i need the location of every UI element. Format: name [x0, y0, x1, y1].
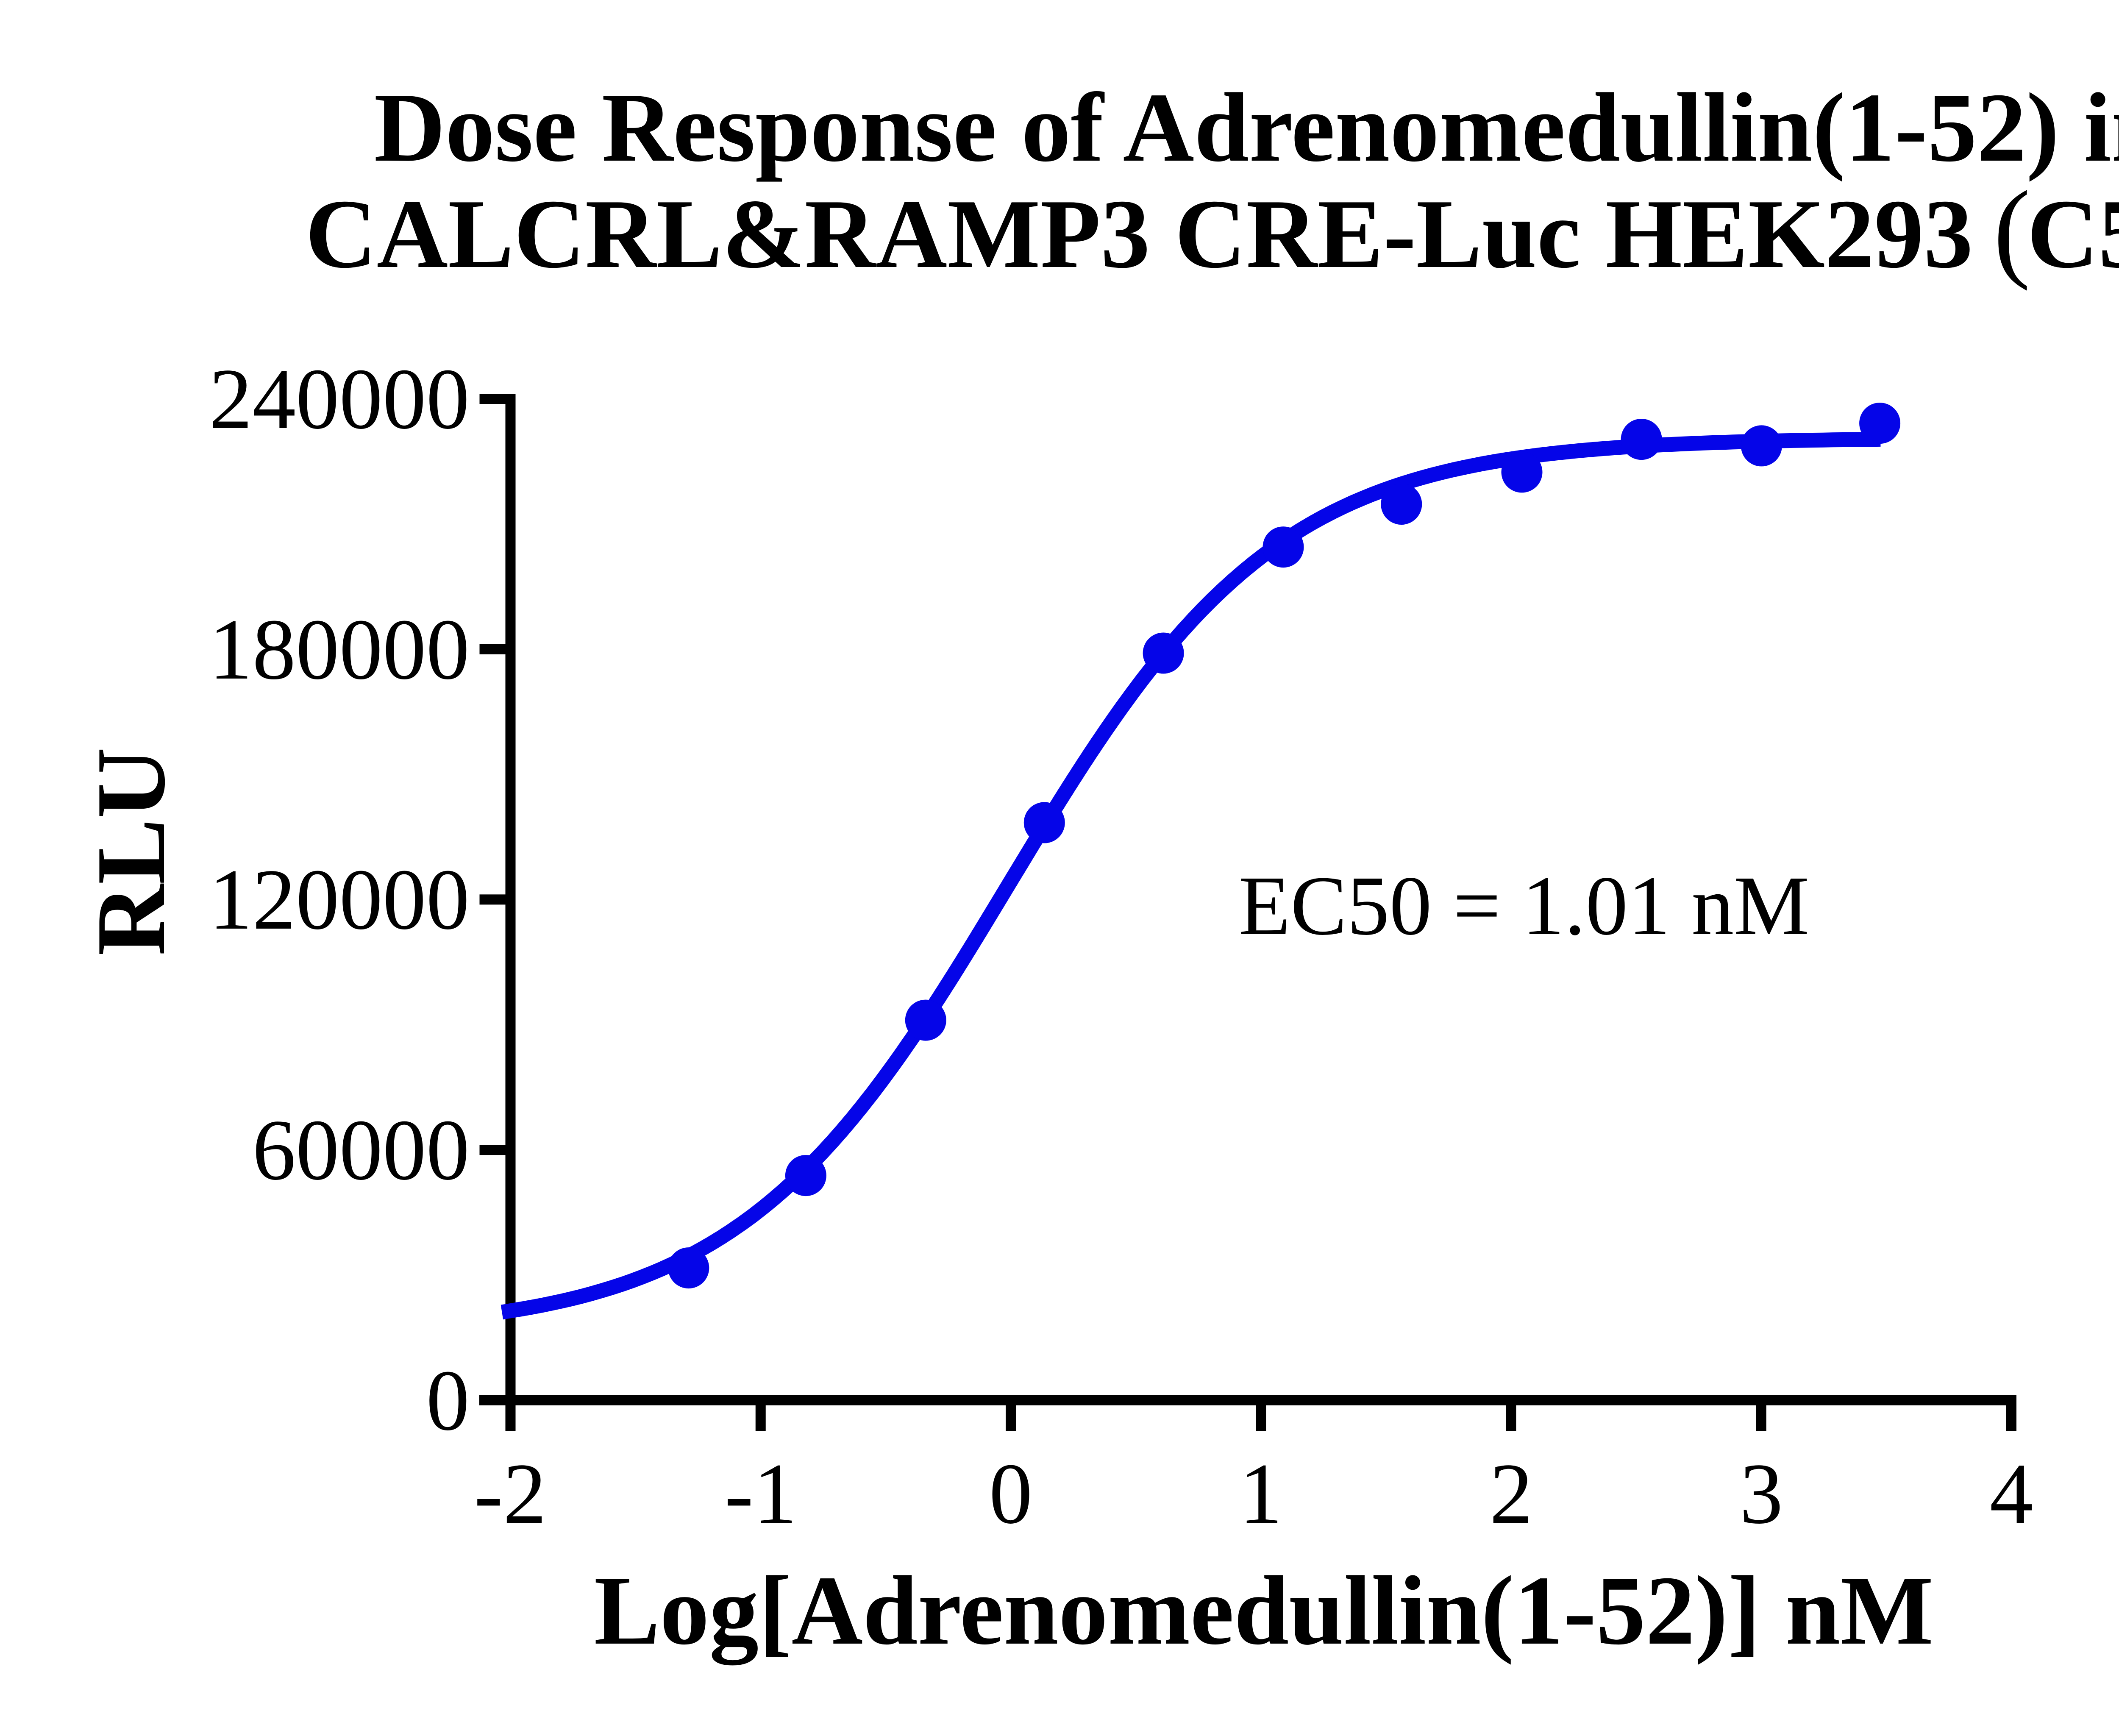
svg-text:240000: 240000 [209, 351, 470, 447]
svg-text:-2: -2 [474, 1446, 547, 1542]
svg-text:-1: -1 [725, 1446, 797, 1542]
svg-text:3: 3 [1740, 1446, 1783, 1542]
svg-text:0: 0 [989, 1446, 1033, 1542]
svg-text:Log[Adrenomedullin(1-52)] nM: Log[Adrenomedullin(1-52)] nM [594, 1556, 1934, 1666]
svg-text:CALCRL&RAMP3 CRE-Luc HEK293 (C: CALCRL&RAMP3 CRE-Luc HEK293 (C56) [305, 168, 2119, 291]
svg-text:RLU: RLU [76, 747, 186, 956]
svg-text:60000: 60000 [253, 1102, 470, 1198]
svg-text:4: 4 [1990, 1446, 2033, 1542]
svg-text:2: 2 [1490, 1446, 1533, 1542]
svg-text:180000: 180000 [209, 601, 470, 698]
svg-text:EC50 = 1.01 nM: EC50 = 1.01 nM [1239, 859, 1809, 953]
svg-text:1: 1 [1239, 1446, 1283, 1542]
svg-text:Dose Response of Adrenomedulli: Dose Response of Adrenomedullin(1-52) in [374, 73, 2119, 182]
svg-text:0: 0 [426, 1352, 470, 1449]
svg-text:120000: 120000 [209, 851, 470, 948]
